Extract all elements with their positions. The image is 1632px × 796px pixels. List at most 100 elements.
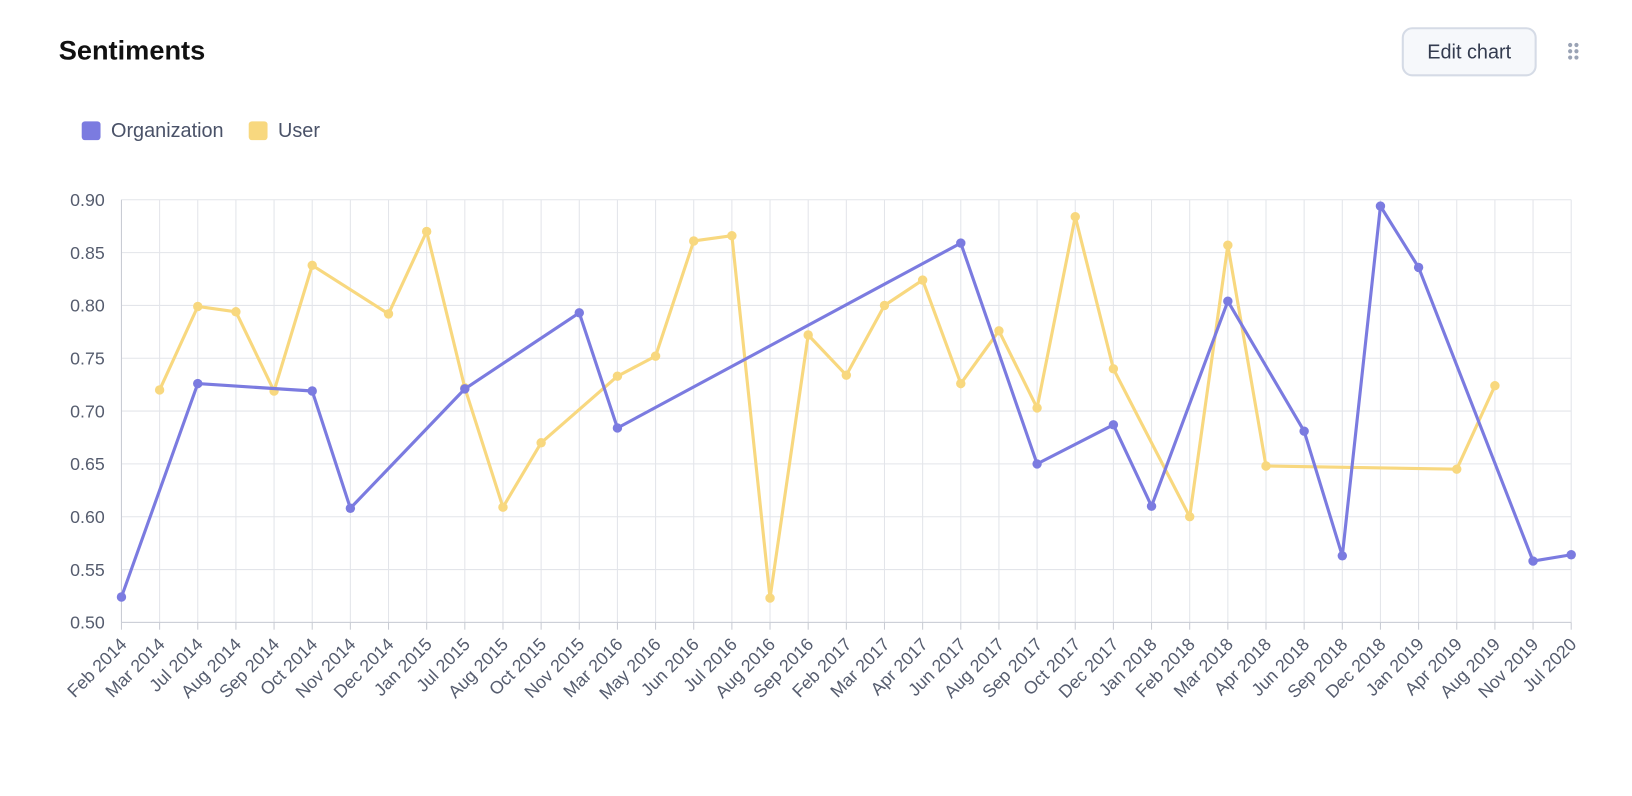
data-point: [345, 503, 356, 513]
series-segment: [386, 229, 429, 316]
series-segment: [310, 389, 352, 510]
series-segment: [615, 354, 658, 378]
data-point: [307, 386, 317, 396]
series-segment: [348, 387, 467, 510]
data-point: [879, 300, 890, 311]
series-segment: [654, 239, 696, 358]
data-point: [1566, 550, 1576, 560]
series-segment: [1417, 265, 1535, 563]
y-tick-label: 0.75: [70, 349, 105, 369]
data-point: [650, 351, 661, 361]
data-point: [154, 385, 165, 395]
series-segment: [234, 310, 276, 393]
series-segment: [1111, 423, 1154, 508]
data-point: [1032, 403, 1042, 413]
series-segment: [1455, 384, 1497, 471]
data-point: [1032, 459, 1042, 469]
legend-label: Organization: [111, 120, 224, 142]
series-segment: [921, 278, 963, 386]
data-point: [1108, 420, 1119, 430]
series-segment: [1226, 243, 1268, 468]
legend-label: User: [278, 120, 320, 142]
series-segment: [272, 263, 314, 393]
data-point: [498, 502, 508, 512]
data-point: [765, 593, 775, 603]
data-point: [1528, 556, 1538, 566]
data-point: [1184, 512, 1195, 522]
data-point: [307, 260, 317, 270]
data-point: [1108, 364, 1119, 374]
series-segment: [1111, 367, 1192, 519]
series-segment: [501, 441, 543, 509]
data-point: [536, 438, 546, 448]
series-segment: [959, 241, 1039, 466]
series-segment: [577, 311, 619, 430]
drag-handle[interactable]: [1568, 42, 1579, 60]
y-tick-label: 0.70: [70, 401, 105, 421]
series-segment: [730, 234, 772, 600]
data-point: [193, 301, 203, 312]
series-segment: [692, 234, 734, 243]
data-point: [956, 378, 966, 389]
series-segment: [1073, 215, 1115, 371]
edit-chart-button[interactable]: [1401, 27, 1537, 77]
data-point: [841, 370, 852, 380]
data-point: [383, 309, 394, 319]
series-segment: [1035, 215, 1077, 410]
data-point: [1375, 201, 1386, 211]
series-segment: [768, 333, 810, 600]
series-segment: [196, 382, 314, 393]
data-point: [1452, 464, 1462, 474]
data-point: [612, 423, 623, 433]
series-segment: [463, 311, 581, 391]
series-segment: [1378, 204, 1421, 269]
data-point: [803, 330, 813, 340]
series-segment: [158, 304, 200, 392]
y-tick-label: 0.90: [70, 190, 105, 210]
data-point: [917, 275, 928, 285]
y-tick-label: 0.85: [70, 243, 105, 263]
series-segment: [196, 304, 238, 314]
data-point: [1261, 461, 1271, 471]
legend-swatch: [248, 121, 268, 141]
series-segment: [1531, 553, 1573, 563]
y-tick-label: 0.50: [70, 613, 105, 633]
y-tick-label: 0.65: [70, 454, 105, 474]
series-segment: [1149, 299, 1230, 508]
data-point: [1223, 296, 1233, 306]
y-tick-label: 0.80: [70, 296, 105, 316]
data-point: [1223, 240, 1233, 250]
data-point: [612, 371, 623, 381]
series-segment: [1302, 429, 1344, 558]
data-point: [116, 592, 127, 602]
series-segment: [1035, 423, 1115, 466]
data-point: [1337, 551, 1348, 561]
y-tick-label: 0.55: [70, 560, 105, 580]
series-segment: [882, 278, 925, 307]
data-point: [956, 238, 966, 248]
data-point: [421, 226, 432, 237]
legend-swatch: [81, 121, 101, 141]
data-point: [1413, 262, 1424, 273]
y-tick-label: 0.60: [70, 507, 105, 527]
series-segment: [463, 386, 505, 509]
edit-chart-label[interactable]: Edit chart: [1427, 42, 1511, 64]
series-segment: [1226, 299, 1306, 433]
series-segment: [806, 333, 848, 377]
series-segment: [119, 382, 200, 599]
data-point: [1490, 381, 1500, 391]
series-segment: [1264, 464, 1459, 471]
data-point: [689, 236, 699, 246]
data-point: [231, 307, 241, 317]
series-segment: [310, 263, 391, 316]
series-segment: [615, 241, 963, 430]
data-point: [727, 230, 737, 241]
data-point: [193, 378, 203, 389]
data-point: [574, 308, 584, 318]
series-segment: [844, 303, 887, 377]
data-point: [1299, 426, 1309, 436]
series-segment: [997, 329, 1039, 410]
series-segment: [1188, 243, 1230, 519]
